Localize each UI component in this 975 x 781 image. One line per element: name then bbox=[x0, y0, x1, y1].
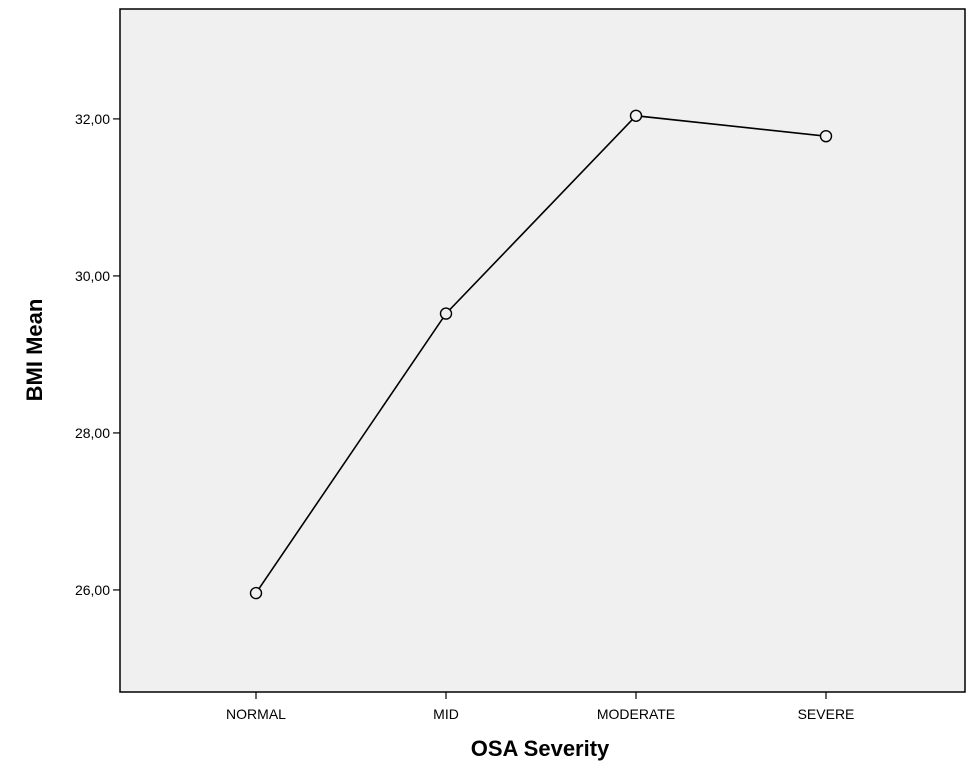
y-axis-title: BMI Mean bbox=[22, 299, 47, 402]
y-tick-label: 26,00 bbox=[75, 582, 110, 598]
y-axis: 26,00 28,00 30,00 32,00 bbox=[75, 111, 120, 598]
x-tick-label: NORMAL bbox=[226, 706, 286, 722]
x-axis-title: OSA Severity bbox=[471, 736, 610, 761]
y-tick-label: 28,00 bbox=[75, 425, 110, 441]
series-line bbox=[255, 114, 827, 594]
x-tick-label: MID bbox=[433, 706, 459, 722]
y-tick-label: 32,00 bbox=[75, 111, 110, 127]
data-point bbox=[249, 586, 263, 600]
series-layer bbox=[249, 109, 833, 600]
plot-area bbox=[119, 8, 966, 693]
y-tick-label: 30,00 bbox=[75, 268, 110, 284]
data-point bbox=[439, 307, 453, 320]
data-point bbox=[629, 109, 643, 122]
data-point bbox=[819, 129, 833, 143]
x-axis: NORMAL MID MODERATE SEVERE bbox=[226, 692, 854, 722]
x-tick-label: SEVERE bbox=[798, 706, 855, 722]
x-tick-label: MODERATE bbox=[597, 706, 675, 722]
